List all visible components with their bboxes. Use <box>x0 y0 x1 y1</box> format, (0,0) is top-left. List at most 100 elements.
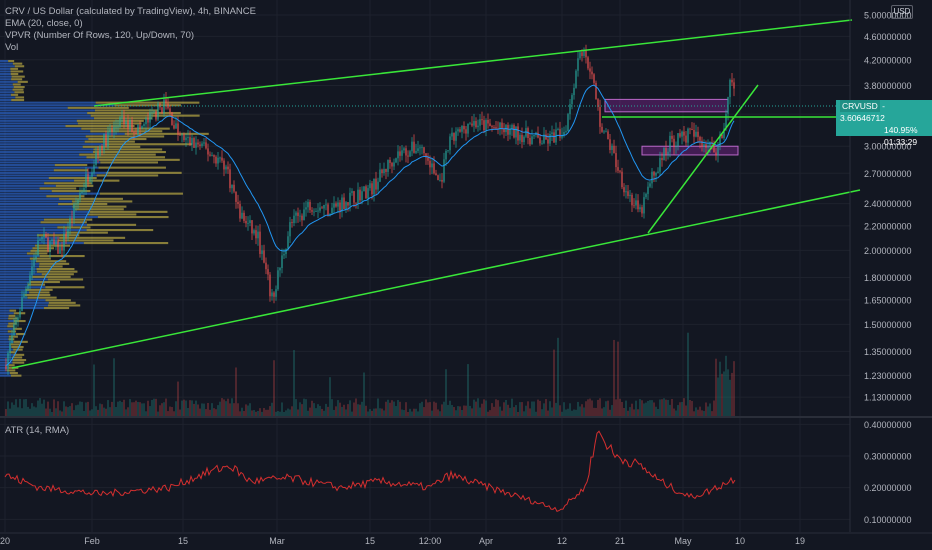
candle-body <box>101 146 103 151</box>
candle-body <box>453 132 455 141</box>
candle-body <box>669 135 671 152</box>
volume-bar <box>363 372 365 416</box>
vp-row-down <box>43 307 70 310</box>
candle-body <box>727 97 729 114</box>
candle-body <box>621 171 623 188</box>
candle-body <box>455 131 457 141</box>
candle-body <box>243 212 245 221</box>
candle-body <box>619 170 621 172</box>
candle-body <box>405 148 407 156</box>
volume-bar <box>705 402 707 416</box>
vp-row-down <box>59 197 123 200</box>
volume-bar <box>201 403 203 416</box>
candle-body <box>309 201 311 211</box>
vp-row-up <box>0 262 40 265</box>
volume-bar <box>433 401 435 416</box>
volume-bar <box>359 404 361 416</box>
volume-bar <box>23 399 25 416</box>
volume-bar <box>69 406 71 416</box>
candle-body <box>103 133 105 151</box>
vp-row-down <box>39 265 63 268</box>
candle-body <box>95 152 97 165</box>
volume-bar <box>215 409 217 416</box>
vp-row-down <box>36 270 78 273</box>
vp-row-up <box>0 346 12 349</box>
candle-body <box>587 57 589 69</box>
vp-row-up <box>0 171 106 174</box>
candle-body <box>263 250 265 263</box>
volume-bar <box>137 401 139 416</box>
candle-body <box>601 126 603 132</box>
volume-bar <box>113 358 115 416</box>
volume-bar <box>247 405 249 416</box>
volume-bar <box>549 401 551 416</box>
volume-bar <box>175 401 177 416</box>
volume-bar <box>21 408 23 416</box>
volume-bar <box>141 403 143 416</box>
candle-body <box>221 157 223 161</box>
volume-bar <box>313 403 315 416</box>
candle-body <box>239 204 241 219</box>
candle-body <box>167 103 169 109</box>
vp-row-up <box>0 291 30 294</box>
time-axis-label: 21 <box>615 536 625 546</box>
volume-bar <box>715 358 717 416</box>
last-price: 3.60646712 <box>840 113 885 123</box>
candle-body <box>439 179 441 181</box>
vp-row-up <box>0 348 14 351</box>
volume-bar <box>307 410 309 416</box>
candle-body <box>583 49 585 56</box>
vp-row-down <box>13 353 25 356</box>
candle-body <box>273 292 275 297</box>
candle-body <box>559 129 561 138</box>
candle-body <box>521 134 523 143</box>
vp-row-down <box>36 268 75 271</box>
volume-bar <box>353 402 355 416</box>
vp-row-up <box>0 338 9 341</box>
volume-bar <box>461 409 463 416</box>
volume-bar <box>609 409 611 416</box>
vol-legend[interactable]: Vol <box>5 42 19 53</box>
volume-bar <box>643 403 645 416</box>
volume-bar <box>383 410 385 416</box>
candle-body <box>673 138 675 148</box>
volume-bar <box>67 407 69 416</box>
candle-body <box>139 125 141 129</box>
candle-body <box>649 183 651 187</box>
vp-row-up <box>0 197 60 200</box>
vpvr-legend[interactable]: VPVR (Number Of Rows, 120, Up/Down, 70) <box>5 30 195 41</box>
candle-body <box>517 126 519 141</box>
volume-bar <box>297 409 299 416</box>
volume-bar <box>621 401 623 416</box>
volume-bar <box>631 403 633 416</box>
candle-body <box>551 132 553 134</box>
volume-bar <box>469 405 471 416</box>
ema-line <box>5 84 735 366</box>
candle-body <box>131 119 133 133</box>
vp-row-down <box>17 80 28 83</box>
candle-body <box>151 112 153 114</box>
price-axis-label: 3.80000000 <box>864 81 912 91</box>
vp-row-down <box>44 182 92 185</box>
volume-bar <box>543 403 545 416</box>
volume-bar <box>711 411 713 416</box>
ema-legend[interactable]: EMA (20, close, 0) <box>5 18 83 29</box>
currency-badge[interactable]: USD <box>891 5 913 19</box>
volume-bar <box>569 403 571 416</box>
vp-row-up <box>0 351 10 354</box>
vp-row-down <box>48 177 97 180</box>
atr-legend[interactable]: ATR (14, RMA) <box>5 425 70 436</box>
volume-bar <box>399 401 401 416</box>
volume-bar <box>381 408 383 416</box>
vp-row-down <box>46 195 85 198</box>
trendline <box>647 84 759 234</box>
vp-row-up <box>0 60 9 63</box>
candle-body <box>77 199 79 204</box>
volume-bar <box>657 409 659 416</box>
candle-body <box>567 114 569 132</box>
candle-body <box>563 131 565 136</box>
vp-row-up <box>0 119 77 122</box>
candle-body <box>329 213 331 216</box>
volume-bar <box>457 406 459 416</box>
